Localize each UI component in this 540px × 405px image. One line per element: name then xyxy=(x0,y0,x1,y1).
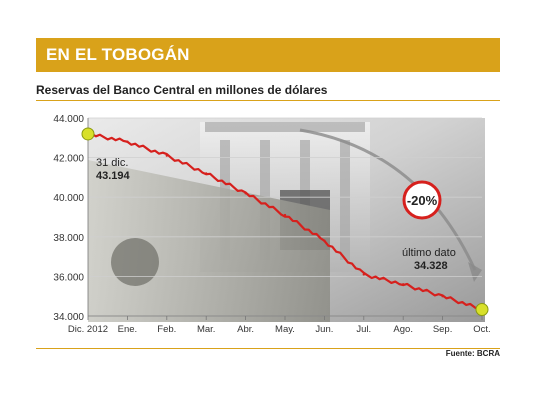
change-badge-text: -20% xyxy=(407,193,438,208)
y-axis: 34.000 36.000 38.000 40.000 42.000 44.000 xyxy=(53,114,89,323)
x-tick-label: Oct. xyxy=(473,324,490,335)
data-point xyxy=(126,140,129,143)
footer-divider xyxy=(36,348,500,349)
data-point xyxy=(283,213,287,217)
data-point xyxy=(441,295,444,298)
end-value: 34.328 xyxy=(414,260,448,272)
y-tick-label: 42.000 xyxy=(53,154,84,165)
data-point xyxy=(165,154,168,157)
end-label: último dato xyxy=(402,247,456,259)
x-tick-label: Jul. xyxy=(356,324,371,335)
y-tick-label: 34.000 xyxy=(53,312,84,323)
bill-portrait xyxy=(111,238,159,286)
x-tick-label: Abr. xyxy=(237,324,254,335)
data-point xyxy=(244,192,247,195)
start-marker xyxy=(81,127,95,141)
x-tick-label: Mar. xyxy=(197,324,215,335)
y-tick-label: 40.000 xyxy=(53,193,84,204)
data-point xyxy=(205,172,208,175)
x-tick-label: Dic. 2012 xyxy=(68,324,108,335)
y-tick-label: 44.000 xyxy=(53,114,84,125)
start-label: 31 dic. xyxy=(96,157,128,169)
reserves-line xyxy=(87,132,483,311)
y-tick-label: 36.000 xyxy=(53,272,84,283)
x-tick-label: Ago. xyxy=(393,324,413,335)
trend-arrow-head xyxy=(468,262,482,282)
data-point xyxy=(323,239,326,242)
source-note: Fuente: BCRA xyxy=(445,349,500,358)
y-tick-label: 38.000 xyxy=(53,233,84,244)
banner-title: EN EL TOBOGÁN xyxy=(46,45,190,64)
start-value: 43.194 xyxy=(96,170,131,182)
data-point xyxy=(402,283,405,286)
x-tick-label: May. xyxy=(275,324,295,335)
subtitle-divider xyxy=(36,100,500,101)
title-banner: EN EL TOBOGÁN xyxy=(36,38,500,72)
x-tick-label: Jun. xyxy=(315,324,333,335)
change-badge xyxy=(402,180,442,220)
trend-arrow xyxy=(299,128,477,271)
end-marker xyxy=(475,303,489,317)
x-tick-label: Ene. xyxy=(118,324,138,335)
x-tick-label: Sep. xyxy=(433,324,453,335)
chart-subtitle: Reservas del Banco Central en millones d… xyxy=(36,83,328,97)
data-point xyxy=(362,273,365,276)
x-tick-label: Feb. xyxy=(157,324,176,335)
x-axis: Dic. 2012 Ene. Feb. Mar. Abr. May. Jun. Jul. Ago… xyxy=(68,315,491,335)
